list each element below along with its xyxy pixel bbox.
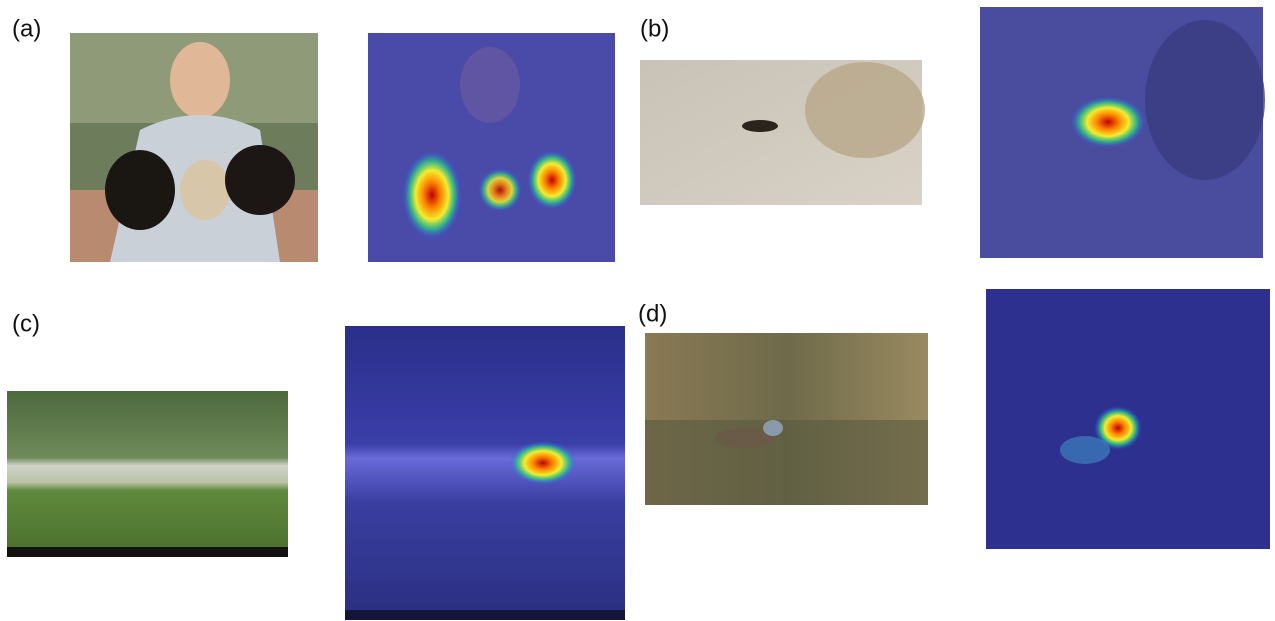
photo	[645, 333, 928, 505]
photo	[640, 60, 925, 205]
heatmap	[368, 33, 615, 262]
heatmap	[345, 326, 625, 620]
panel-label: (c)	[12, 310, 40, 337]
panel-label: (a)	[12, 15, 41, 42]
photo	[70, 33, 318, 262]
photo	[7, 391, 288, 557]
panel-label: (b)	[640, 15, 669, 42]
heatmap	[986, 289, 1270, 549]
panel-label: (d)	[638, 300, 667, 327]
heatmap	[980, 7, 1265, 258]
